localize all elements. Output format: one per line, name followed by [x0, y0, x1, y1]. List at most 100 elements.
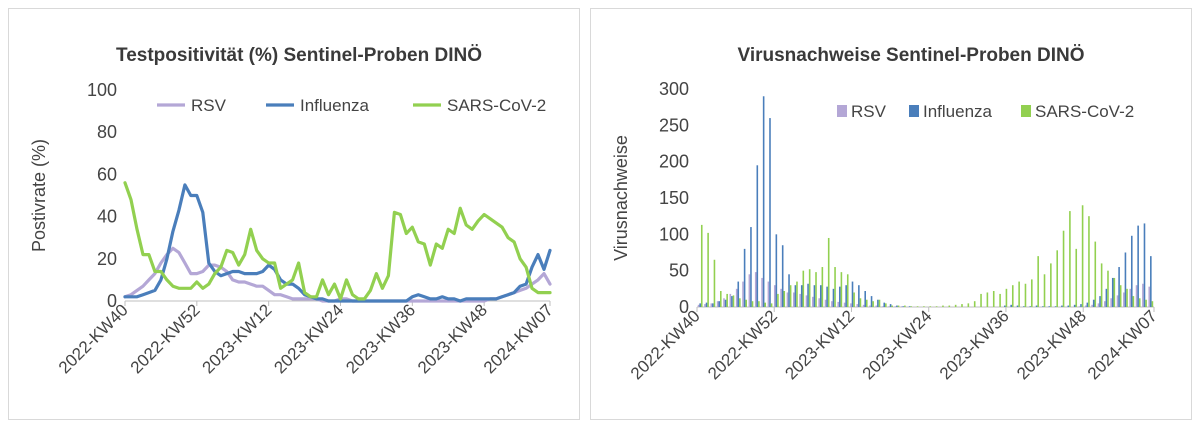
bar-rsv — [716, 301, 719, 307]
x-tick-label: 2022-KW40 — [55, 300, 132, 377]
bar-influenza — [1105, 288, 1108, 307]
bar-sars-cov-2 — [961, 304, 963, 307]
bar-sars-cov-2 — [878, 299, 881, 307]
bar-influenza — [1086, 302, 1089, 307]
y-tick-label: 100 — [87, 80, 117, 100]
y-tick-label: 60 — [97, 164, 117, 184]
y-tick-label: 200 — [659, 152, 689, 172]
bar-sars-cov-2 — [1043, 274, 1046, 307]
legend-label: SARS-CoV-2 — [447, 96, 546, 115]
bar-sars-cov-2 — [846, 274, 849, 307]
bar-influenza — [718, 301, 721, 307]
x-tick-label: 2023-KW24 — [270, 300, 347, 377]
bar-sars-cov-2 — [923, 306, 925, 307]
bar-influenza — [1150, 256, 1152, 307]
bar-sars-cov-2 — [1031, 279, 1033, 307]
bar-rsv — [1084, 305, 1087, 307]
bar-influenza — [807, 283, 809, 307]
bar-sars-cov-2 — [802, 270, 805, 307]
y-tick-label: 150 — [659, 188, 689, 208]
bar-sars-cov-2 — [770, 303, 773, 307]
bar-sars-cov-2 — [1113, 277, 1116, 307]
y-tick-label: 0 — [107, 291, 117, 311]
detections-bar-chart: Virusnachweise Sentinel-Proben DINÖ 0 50 10… — [611, 45, 1161, 383]
bar-sars-cov-2 — [1005, 288, 1008, 307]
x-tick-label: 2024-KW07 — [1084, 306, 1161, 383]
bar-sars-cov-2 — [720, 291, 722, 307]
bar-rsv — [1110, 298, 1112, 307]
legend-swatch — [1021, 105, 1031, 117]
bar-influenza — [889, 304, 892, 307]
y-tick-label: 50 — [669, 261, 689, 281]
bar-rsv — [1123, 292, 1125, 307]
bar-rsv — [799, 293, 801, 307]
bar-sars-cov-2 — [827, 237, 830, 307]
bar-rsv — [850, 303, 852, 307]
bar-sars-cov-2 — [745, 299, 747, 307]
bar-sars-cov-2 — [865, 299, 868, 307]
y-tick-label: 80 — [97, 122, 117, 142]
bar-rsv — [780, 288, 782, 307]
bar-influenza — [781, 245, 784, 307]
bar-rsv — [1091, 304, 1093, 307]
bar-sars-cov-2 — [910, 306, 913, 307]
bar-sars-cov-2 — [796, 281, 798, 307]
bar-sars-cov-2 — [1050, 263, 1052, 307]
bar-rsv — [697, 304, 700, 307]
bar-rsv — [1129, 288, 1131, 307]
bar-rsv — [824, 299, 827, 307]
bar-sars-cov-2 — [929, 306, 932, 307]
bar-sars-cov-2 — [1024, 283, 1027, 307]
bar-rsv — [761, 277, 763, 307]
bar-influenza — [1092, 299, 1095, 307]
bar-rsv — [1116, 295, 1119, 307]
bar-rsv — [881, 306, 884, 307]
bar-influenza — [1029, 306, 1032, 307]
bar-sars-cov-2 — [999, 293, 1001, 307]
bar-influenza — [858, 285, 860, 307]
bar-rsv — [786, 292, 789, 307]
legend-label: RSV — [191, 96, 227, 115]
bar-rsv — [1078, 306, 1081, 307]
bar-influenza — [851, 281, 854, 307]
bar-influenza — [775, 234, 778, 307]
bar-sars-cov-2 — [992, 291, 995, 307]
bar-influenza — [769, 118, 771, 307]
chart-title: Testpositivität (%) Sentinel-Proben DINÖ — [116, 45, 482, 66]
bar-influenza — [712, 303, 714, 307]
bar-sars-cov-2 — [891, 305, 893, 307]
legend-swatch — [837, 105, 847, 117]
bar-rsv — [729, 293, 732, 307]
bar-sars-cov-2 — [1062, 230, 1065, 307]
x-tick-label: 2023-KW48 — [1013, 306, 1090, 383]
y-tick-label: 20 — [97, 249, 117, 269]
bar-sars-cov-2 — [1037, 256, 1039, 307]
bar-sars-cov-2 — [897, 305, 900, 307]
bar-influenza — [1143, 223, 1146, 307]
bar-sars-cov-2 — [1151, 301, 1154, 307]
bar-sars-cov-2 — [1119, 285, 1122, 307]
bar-influenza — [743, 248, 746, 307]
y-tick-label: 250 — [659, 115, 689, 135]
bar-influenza — [794, 285, 797, 307]
bar-influenza — [1061, 305, 1063, 307]
bar-rsv — [754, 272, 757, 307]
x-tick-label: 2022-KW52 — [127, 300, 204, 377]
bar-influenza — [1111, 277, 1114, 307]
bar-influenza — [756, 165, 759, 307]
bar-sars-cov-2 — [859, 298, 862, 307]
bar-influenza — [883, 302, 886, 307]
bar-rsv — [837, 301, 840, 307]
chart-panel-detections: Virusnachweise Sentinel-Proben DINÖ 0 50 10… — [590, 8, 1192, 420]
bar-sars-cov-2 — [713, 259, 716, 307]
bar-influenza — [1042, 306, 1044, 307]
y-tick-label: 300 — [659, 79, 689, 99]
bar-rsv — [1135, 285, 1138, 307]
bar-sars-cov-2 — [853, 292, 855, 307]
bar-sars-cov-2 — [967, 303, 970, 307]
bar-influenza — [877, 299, 879, 307]
legend-label: RSV — [851, 102, 887, 121]
x-tick-label: 2023-KW24 — [859, 306, 936, 383]
bar-sars-cov-2 — [834, 267, 836, 307]
bar-rsv — [767, 281, 770, 307]
